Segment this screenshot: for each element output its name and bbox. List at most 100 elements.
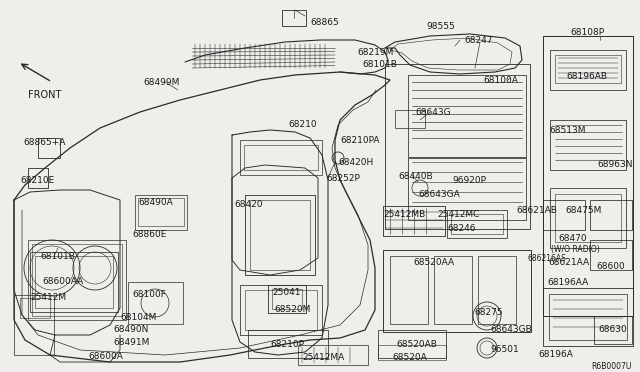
Bar: [395, 110, 425, 128]
Bar: [240, 285, 322, 335]
Text: 68520A: 68520A: [392, 353, 427, 362]
Text: 68101B: 68101B: [362, 60, 397, 69]
Text: 68246: 68246: [447, 224, 476, 233]
Bar: [447, 210, 507, 238]
Text: R6B0007U: R6B0007U: [591, 362, 632, 371]
Bar: [385, 64, 530, 229]
Text: 25412MC: 25412MC: [437, 210, 479, 219]
Text: 68865: 68865: [310, 18, 339, 27]
Bar: [35, 256, 113, 308]
Text: 25412MA: 25412MA: [302, 353, 344, 362]
Bar: [594, 316, 632, 344]
Text: 68513M: 68513M: [549, 126, 586, 135]
Text: 96501: 96501: [490, 345, 519, 354]
Bar: [268, 285, 306, 313]
Bar: [550, 120, 626, 170]
Bar: [434, 256, 472, 324]
Bar: [38, 138, 60, 158]
Text: 68520M: 68520M: [274, 305, 310, 314]
Bar: [272, 289, 302, 309]
Text: 68491M: 68491M: [113, 338, 149, 347]
Bar: [550, 50, 626, 90]
Bar: [543, 288, 633, 346]
Bar: [135, 195, 187, 230]
Text: 68104M: 68104M: [120, 313, 156, 322]
Bar: [555, 194, 621, 242]
Bar: [543, 36, 633, 316]
Bar: [478, 256, 516, 324]
Text: 68252P: 68252P: [326, 174, 360, 183]
Bar: [383, 250, 531, 332]
Text: 68600AA: 68600AA: [42, 277, 83, 286]
Bar: [282, 10, 306, 26]
Bar: [250, 200, 310, 270]
Bar: [240, 140, 322, 175]
Text: 68440B: 68440B: [398, 172, 433, 181]
Bar: [408, 158, 526, 220]
Text: 68470: 68470: [558, 234, 587, 243]
Text: 68865+A: 68865+A: [23, 138, 65, 147]
Text: 68860E: 68860E: [132, 230, 166, 239]
Bar: [20, 298, 50, 318]
Text: (W/O RADIO): (W/O RADIO): [551, 245, 600, 254]
Bar: [245, 195, 315, 275]
Bar: [244, 145, 318, 170]
Text: 68275: 68275: [474, 308, 502, 317]
Bar: [390, 256, 428, 324]
Bar: [378, 330, 446, 358]
Text: 25412M: 25412M: [30, 293, 66, 302]
Text: 68219M: 68219M: [357, 48, 394, 57]
Text: 68475M: 68475M: [565, 206, 602, 215]
Text: 686216AS: 686216AS: [527, 254, 566, 263]
Text: 68490N: 68490N: [113, 325, 148, 334]
Text: 68210P: 68210P: [270, 340, 304, 349]
Text: 68499M: 68499M: [143, 78, 179, 87]
Text: 68600A: 68600A: [88, 352, 123, 361]
Text: 68621AA: 68621AA: [548, 258, 589, 267]
Text: 68643GB: 68643GB: [490, 325, 532, 334]
Bar: [383, 206, 445, 236]
Text: 68247: 68247: [464, 36, 493, 45]
Bar: [555, 55, 621, 83]
Text: 68196A: 68196A: [538, 350, 573, 359]
Text: 68420H: 68420H: [338, 158, 373, 167]
Text: 68196AB: 68196AB: [566, 72, 607, 81]
Text: 68520AA: 68520AA: [413, 258, 454, 267]
Text: 96920P: 96920P: [452, 176, 486, 185]
Text: 68100A: 68100A: [483, 76, 518, 85]
Bar: [378, 345, 446, 360]
Bar: [14, 295, 54, 355]
Bar: [550, 188, 626, 248]
Text: 68490A: 68490A: [138, 198, 173, 207]
Text: 68420: 68420: [234, 200, 262, 209]
Bar: [32, 244, 122, 316]
Bar: [298, 345, 368, 365]
Text: 68520AB: 68520AB: [396, 340, 437, 349]
Bar: [248, 330, 328, 358]
Bar: [28, 168, 48, 188]
Text: 98555: 98555: [426, 22, 455, 31]
Bar: [128, 282, 183, 324]
Text: 68210PA: 68210PA: [340, 136, 380, 145]
Bar: [590, 240, 632, 270]
Bar: [549, 294, 627, 340]
Bar: [245, 290, 317, 330]
Text: 68108P: 68108P: [570, 28, 604, 37]
Text: 25412MB: 25412MB: [383, 210, 425, 219]
Text: 68600: 68600: [596, 262, 625, 271]
Bar: [28, 240, 126, 320]
Text: 68643GA: 68643GA: [418, 190, 460, 199]
Text: 68196AA: 68196AA: [547, 278, 588, 287]
Bar: [30, 252, 118, 312]
Text: 68643G: 68643G: [415, 108, 451, 117]
Text: FRONT: FRONT: [28, 90, 61, 100]
Text: 68210E: 68210E: [20, 176, 54, 185]
Text: 68621AB: 68621AB: [516, 206, 557, 215]
Text: 68210: 68210: [288, 120, 317, 129]
Bar: [543, 200, 585, 230]
Bar: [590, 200, 632, 230]
Text: 68100F: 68100F: [132, 290, 166, 299]
Text: 68101B: 68101B: [40, 252, 75, 261]
Bar: [451, 214, 503, 234]
Bar: [138, 198, 184, 226]
